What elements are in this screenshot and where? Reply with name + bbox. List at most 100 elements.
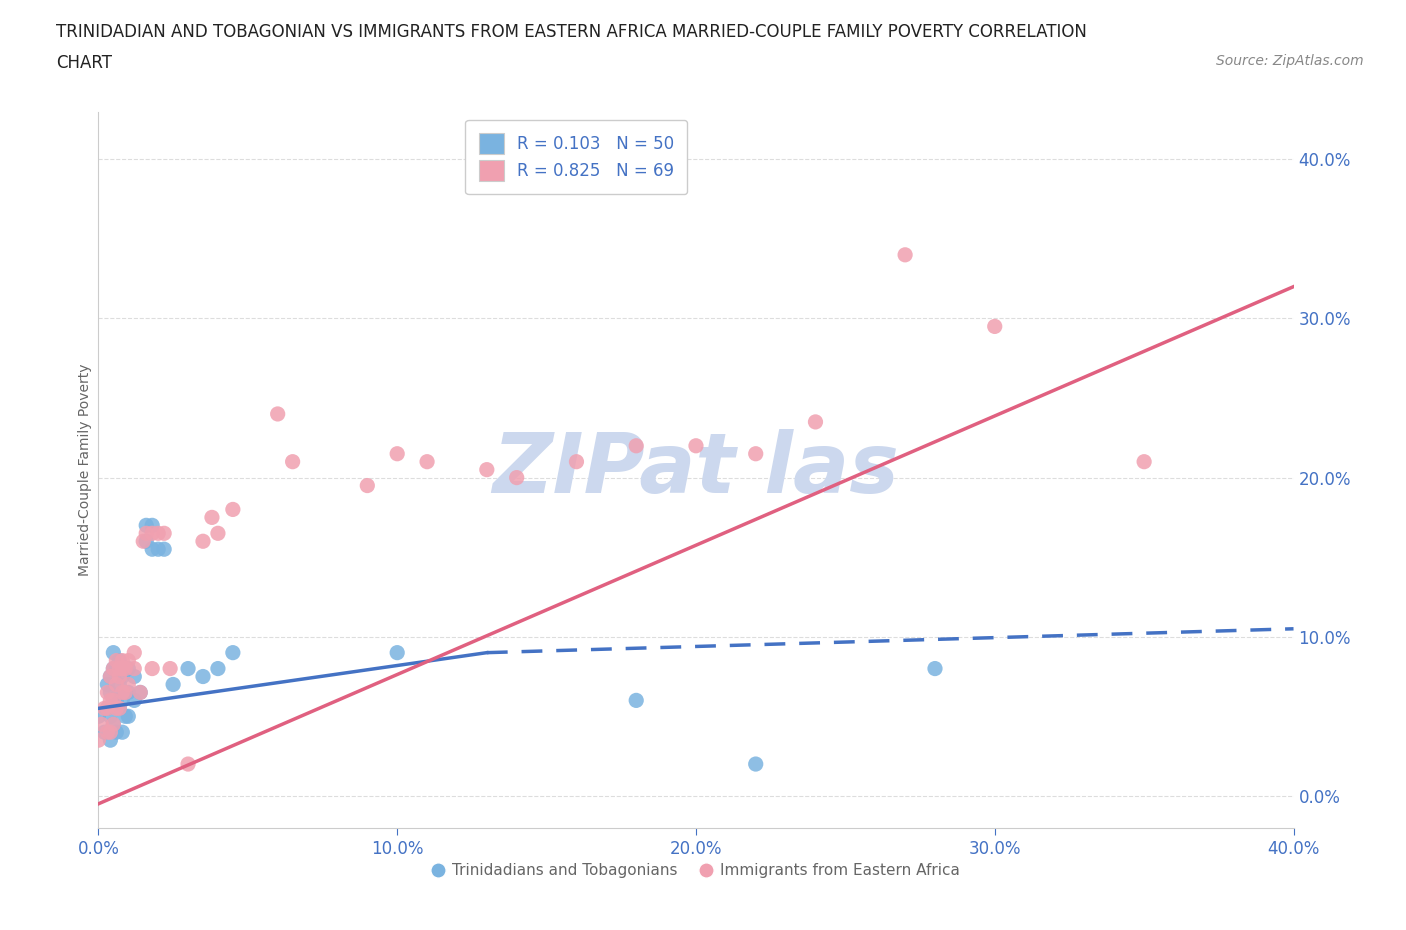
Point: [267, 406, 290, 421]
Point: [98, 724, 122, 739]
Point: [111, 693, 134, 708]
Point: [114, 661, 136, 676]
Point: [90, 717, 112, 732]
Point: [153, 525, 176, 540]
Point: [96, 701, 118, 716]
Point: [117, 661, 139, 676]
Point: [98, 733, 122, 748]
Point: [103, 717, 125, 732]
Point: [385, 446, 409, 461]
Point: [111, 724, 134, 739]
Point: [105, 653, 128, 668]
Point: [108, 701, 131, 716]
Point: [117, 709, 139, 724]
Point: [159, 661, 181, 676]
Text: ZIPat las: ZIPat las: [492, 429, 900, 511]
Point: [135, 518, 157, 533]
Point: [207, 661, 229, 676]
Point: [103, 693, 125, 708]
Point: [111, 653, 134, 668]
Point: [93, 724, 115, 739]
Point: [108, 669, 131, 684]
Point: [475, 462, 498, 477]
Point: [87, 733, 110, 748]
Point: [506, 471, 529, 485]
Point: [105, 661, 128, 676]
Point: [103, 661, 125, 676]
Point: [96, 701, 118, 716]
Point: [1133, 454, 1156, 469]
Text: CHART: CHART: [56, 54, 112, 72]
Point: [141, 661, 163, 676]
Point: [804, 415, 827, 430]
Point: [93, 701, 115, 716]
Point: [87, 709, 110, 724]
Point: [685, 438, 707, 453]
Point: [201, 510, 224, 525]
Point: [132, 534, 155, 549]
Y-axis label: Married-Couple Family Poverty: Married-Couple Family Poverty: [77, 364, 91, 576]
Point: [114, 661, 136, 676]
Point: [135, 525, 157, 540]
Point: [96, 685, 118, 700]
Point: [281, 454, 304, 469]
Point: [96, 677, 118, 692]
Point: [894, 247, 917, 262]
Point: [141, 525, 163, 540]
Point: [108, 677, 131, 692]
Point: [98, 693, 122, 708]
Point: [108, 701, 131, 716]
Point: [98, 685, 122, 700]
Point: [924, 661, 946, 676]
Point: [162, 677, 184, 692]
Point: [111, 661, 134, 676]
Point: [745, 757, 768, 772]
Point: [385, 645, 409, 660]
Point: [626, 693, 648, 708]
Point: [207, 525, 229, 540]
Point: [177, 661, 200, 676]
Point: [626, 438, 648, 453]
Point: [153, 542, 176, 557]
Point: [222, 645, 245, 660]
Point: [105, 677, 128, 692]
Point: [117, 677, 139, 692]
Point: [108, 653, 131, 668]
Point: [177, 757, 200, 772]
Point: [191, 534, 214, 549]
Point: [565, 454, 588, 469]
Point: [111, 685, 134, 700]
Point: [745, 446, 768, 461]
Point: [356, 478, 378, 493]
Point: [141, 518, 163, 533]
Point: [222, 502, 245, 517]
Text: Source: ZipAtlas.com: Source: ZipAtlas.com: [1216, 54, 1364, 68]
Point: [984, 319, 1007, 334]
Point: [129, 685, 152, 700]
Legend: Trinidadians and Tobagonians, Immigrants from Eastern Africa: Trinidadians and Tobagonians, Immigrants…: [426, 857, 966, 884]
Point: [114, 685, 136, 700]
Point: [108, 661, 131, 676]
Point: [124, 661, 146, 676]
Text: TRINIDADIAN AND TOBAGONIAN VS IMMIGRANTS FROM EASTERN AFRICA MARRIED-COUPLE FAMI: TRINIDADIAN AND TOBAGONIAN VS IMMIGRANTS…: [56, 23, 1087, 41]
Point: [96, 724, 118, 739]
Point: [103, 717, 125, 732]
Point: [105, 701, 128, 716]
Point: [135, 534, 157, 549]
Point: [416, 454, 439, 469]
Point: [114, 685, 136, 700]
Point: [98, 709, 122, 724]
Point: [105, 724, 128, 739]
Point: [103, 693, 125, 708]
Point: [117, 653, 139, 668]
Point: [98, 669, 122, 684]
Point: [148, 525, 170, 540]
Point: [117, 685, 139, 700]
Point: [124, 693, 146, 708]
Point: [114, 709, 136, 724]
Point: [129, 685, 152, 700]
Point: [111, 669, 134, 684]
Point: [148, 542, 170, 557]
Point: [141, 542, 163, 557]
Point: [98, 669, 122, 684]
